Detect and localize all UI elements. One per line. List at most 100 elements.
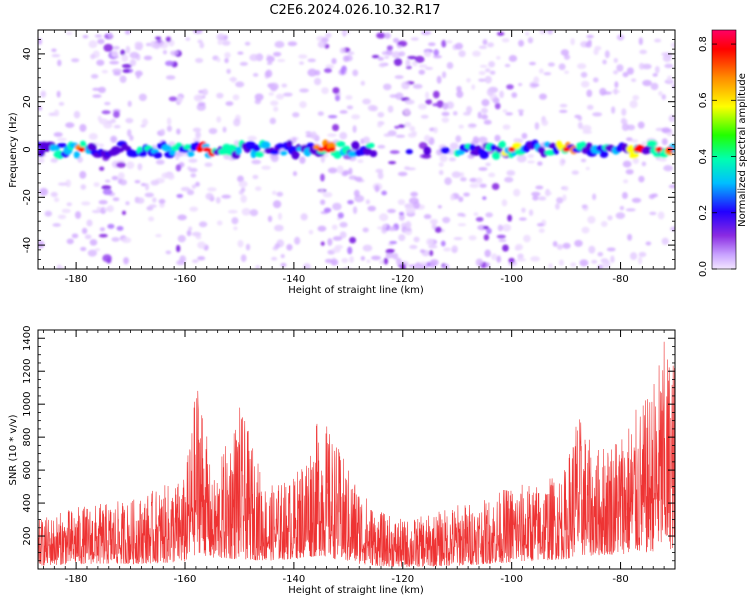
spectrogram-peak: [317, 147, 325, 152]
spectrogram-blob: [638, 62, 645, 70]
spectrogram-band-blob: [440, 146, 451, 154]
spectrogram-blob: [379, 213, 389, 222]
spectrogram-blob: [513, 137, 519, 143]
spectrogram-blob: [401, 81, 410, 90]
spectrogram-blob: [192, 30, 203, 34]
colorbar-ticks: 0.0 0.2 0.4 0.6 0.8: [698, 36, 736, 277]
spectrogram-blob: [126, 161, 135, 169]
spectrogram-blob: [332, 236, 343, 241]
spectrogram-blob: [631, 139, 639, 143]
spectrogram-blob: [422, 266, 428, 269]
y-tick-label: -40: [22, 237, 33, 253]
spectrogram-blob: [117, 172, 125, 180]
spectrogram-blob: [471, 84, 476, 90]
spectrogram-blob: [454, 42, 463, 50]
spectrogram-blob: [319, 189, 325, 194]
spectrogram-blob: [125, 201, 130, 206]
spectrogram-blob: [120, 49, 126, 56]
spectrogram-blob: [252, 73, 259, 77]
spectrogram-blob: [622, 160, 632, 168]
spectrogram-blob: [331, 247, 341, 253]
spectrogram-blob: [94, 248, 101, 252]
spectrogram-blob: [332, 123, 340, 132]
spectrogram-blob: [547, 62, 555, 67]
spectrogram-blob: [354, 176, 363, 182]
spectrogram-blob: [502, 124, 511, 130]
spectrogram-blob: [189, 206, 199, 212]
spectrogram-blob: [621, 123, 630, 131]
spectrogram-blob: [397, 171, 408, 177]
spectrogram-blob: [342, 55, 350, 62]
spectrogram-blob: [556, 197, 564, 204]
x-tick-label: -80: [612, 274, 628, 285]
spectrogram-blob: [241, 207, 251, 216]
spectrogram-blob: [430, 220, 438, 225]
spectrogram-blob: [140, 183, 147, 187]
spectrogram-blob: [485, 212, 493, 218]
spectrogram-blob: [168, 96, 178, 102]
spectrogram-blob: [429, 249, 434, 257]
spectrogram-blob: [119, 75, 127, 83]
spectrogram-blob: [192, 259, 199, 264]
spectrogram-blob: [377, 171, 384, 180]
spectrogram-blob: [452, 111, 458, 116]
spectrogram-blob: [527, 37, 534, 44]
spectrogram-blob: [613, 57, 618, 64]
spectrogram-blob: [451, 171, 461, 178]
spectrogram-blob: [408, 197, 419, 205]
spectrogram-blob: [611, 89, 621, 94]
spectrogram-blob: [104, 179, 111, 183]
spectrogram-blob: [405, 59, 411, 67]
spectrogram-blob: [649, 211, 657, 216]
spectrogram-blob: [79, 123, 87, 132]
spectrogram-blob: [107, 32, 113, 38]
spectrogram-blob: [113, 110, 120, 118]
spectrogram-blob: [377, 144, 386, 149]
spectrogram-blob: [432, 90, 440, 99]
spectrogram-blob: [111, 175, 119, 181]
spectrogram-blob: [661, 138, 668, 146]
spectrogram-blob: [579, 259, 589, 267]
spectrogram-blob: [581, 226, 590, 234]
spectrogram-blob: [615, 212, 626, 220]
spectrogram-blob: [201, 88, 209, 96]
spectrogram-blob: [51, 54, 61, 58]
spectrogram-blob: [496, 255, 502, 263]
spectrogram-blob: [299, 61, 305, 65]
spectrogram-blob: [668, 184, 675, 189]
spectrogram-blob: [491, 183, 500, 191]
spectrogram-blob: [244, 41, 251, 46]
spectrogram-blob: [348, 167, 353, 175]
spectrogram-blob: [300, 213, 308, 221]
spectrogram-blob: [216, 33, 226, 41]
spectrogram-blob: [287, 41, 298, 47]
spectrogram-blob: [441, 111, 450, 117]
spectrogram-blob: [658, 157, 667, 162]
spectrogram-blob: [166, 117, 172, 126]
spectrogram-blob: [232, 94, 240, 101]
top-x-axis-label: Height of straight line (km): [288, 285, 424, 296]
y-tick-label: 1000: [22, 391, 33, 416]
spectrogram-blob: [269, 117, 277, 125]
spectrogram-blob: [327, 167, 338, 174]
spectrogram-blob: [484, 75, 492, 84]
spectrogram-blob: [475, 216, 484, 222]
spectrogram-blob: [563, 54, 571, 60]
spectrogram-blob: [556, 244, 563, 250]
spectrogram-blob: [438, 170, 444, 176]
spectrogram-blob: [168, 141, 176, 147]
spectrogram-blob: [602, 59, 607, 65]
spectrogram-blob: [539, 30, 547, 35]
spectrogram-blob: [637, 256, 643, 265]
spectrogram-blob: [144, 192, 154, 198]
spectrogram-blob: [506, 84, 514, 90]
spectrogram-blob: [276, 191, 284, 197]
spectrogram-blob: [404, 121, 412, 128]
figure-title: C2E6.2024.026.10.32.R17: [269, 3, 440, 18]
spectrogram-blob: [518, 217, 527, 221]
spectrogram-blob: [410, 37, 419, 41]
spectrogram-blob: [271, 190, 277, 196]
spectrogram-blob: [360, 80, 366, 86]
spectrogram-blob: [395, 134, 406, 138]
x-tick-label: -140: [283, 574, 306, 585]
